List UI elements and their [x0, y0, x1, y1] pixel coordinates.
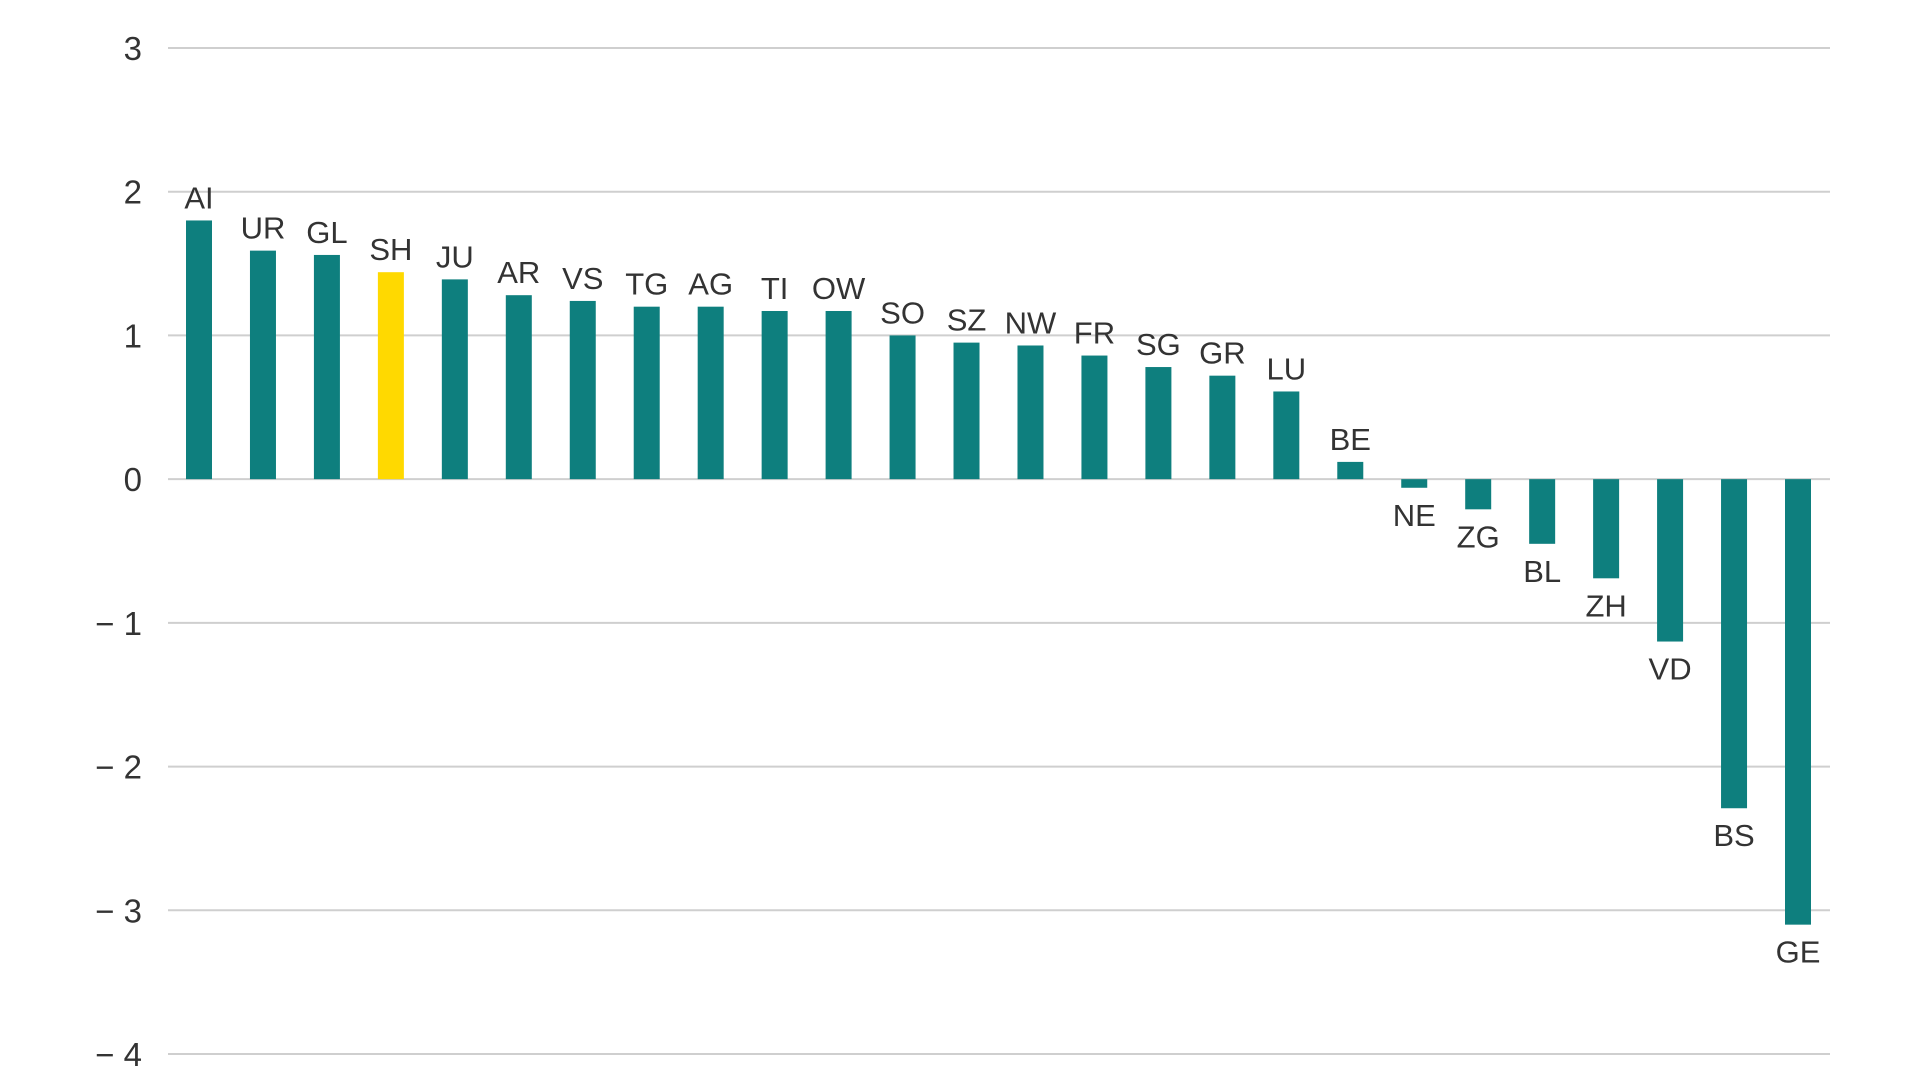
category-label-zg: ZG: [1457, 519, 1500, 554]
category-label-sz: SZ: [947, 303, 987, 338]
category-label-ju: JU: [436, 239, 474, 274]
bar-ow: [825, 310, 852, 480]
category-label-ai: AI: [184, 180, 213, 215]
bar-ai: [186, 220, 212, 480]
category-label-ur: UR: [241, 211, 286, 246]
category-label-zh: ZH: [1585, 588, 1626, 623]
category-label-ne: NE: [1393, 498, 1436, 533]
category-label-lu: LU: [1266, 351, 1306, 386]
bar-zh: [1593, 479, 1620, 579]
y-tick-label: 0: [124, 461, 142, 498]
gridlines: [168, 47, 1830, 1055]
category-label-gr: GR: [1199, 336, 1246, 371]
category-label-nw: NW: [1005, 305, 1057, 340]
category-labels: AI UR GL SH JU AR VS TG AG TI OW SO SZ NW FR SG GR LU BE NE…: [184, 180, 1820, 969]
bar-gl: [313, 254, 340, 480]
category-label-ag: AG: [688, 267, 733, 302]
bar-sh: [377, 272, 404, 480]
bar-zg: [1465, 479, 1492, 510]
category-label-sg: SG: [1136, 327, 1181, 362]
bar-fr: [1081, 355, 1108, 480]
category-label-be: BE: [1330, 422, 1371, 457]
y-tick-label: 3: [124, 30, 142, 67]
bar-sz: [953, 342, 980, 480]
category-label-bl: BL: [1523, 554, 1561, 589]
y-tick-label: − 2: [95, 749, 142, 786]
bar-gr: [1209, 375, 1236, 480]
bar-lu: [1273, 391, 1300, 480]
category-label-ar: AR: [497, 255, 540, 290]
category-label-tg: TG: [625, 267, 668, 302]
bar-ne: [1401, 479, 1428, 488]
category-label-ti: TI: [761, 271, 789, 306]
category-label-fr: FR: [1074, 316, 1115, 351]
bar-vd: [1657, 479, 1684, 642]
bar-sg: [1145, 367, 1172, 480]
y-tick-label: 2: [124, 174, 142, 211]
category-label-sh: SH: [369, 232, 412, 267]
bar-vs: [569, 300, 596, 480]
bar-ur: [249, 250, 276, 480]
bar-tg: [633, 306, 660, 480]
bar-ti: [761, 310, 788, 480]
category-label-ow: OW: [812, 271, 866, 306]
bar-ju: [441, 279, 468, 480]
bar-ar: [505, 295, 532, 480]
category-label-vd: VD: [1649, 652, 1692, 687]
bars: [186, 220, 1811, 925]
category-label-bs: BS: [1713, 818, 1754, 853]
bar-nw: [1017, 345, 1044, 480]
bar-so: [889, 335, 916, 480]
bar-bl: [1529, 479, 1556, 544]
y-tick-label: − 1: [95, 605, 142, 642]
y-tick-label: − 4: [95, 1036, 142, 1073]
bar-bs: [1721, 479, 1748, 809]
y-tick-label: − 3: [95, 892, 142, 929]
y-tick-label: 1: [124, 317, 142, 354]
category-label-gl: GL: [306, 215, 347, 250]
category-label-vs: VS: [562, 261, 603, 296]
y-axis-tick-labels: 3 2 1 0 − 1 − 2 − 3 − 4: [95, 30, 142, 1073]
bar-be: [1337, 461, 1364, 480]
bar-ge: [1785, 479, 1811, 925]
bar-ag: [697, 306, 724, 480]
category-label-so: SO: [880, 295, 925, 330]
category-label-ge: GE: [1776, 935, 1821, 970]
